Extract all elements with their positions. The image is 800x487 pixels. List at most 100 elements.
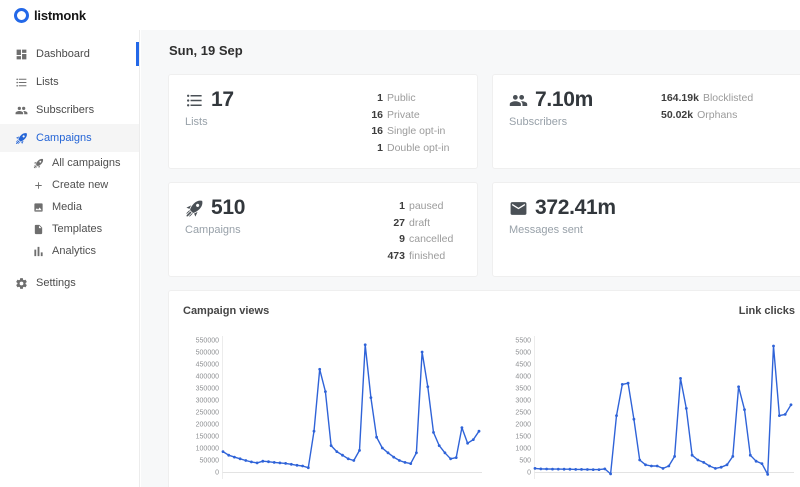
campaigns-card: 510 Campaigns 1 paused 27 draft 9 cancelled… bbox=[168, 182, 478, 277]
link-clicks-chart: Link clicks 5500 5000 4500 4000 3500 3000 2500… bbox=[495, 305, 795, 487]
stat-value: 1 bbox=[377, 141, 383, 154]
svg-text:0: 0 bbox=[527, 470, 531, 477]
lists-breakdown: 1 Public 16 Private 16 Single opt-in 1 Doubl… bbox=[371, 88, 461, 155]
svg-text:150000: 150000 bbox=[196, 434, 219, 441]
subscribers-summary: 7.10m Subscribers bbox=[509, 88, 593, 155]
svg-text:4000: 4000 bbox=[515, 374, 531, 381]
subscribers-card-label: Subscribers bbox=[509, 116, 568, 128]
svg-text:400000: 400000 bbox=[196, 374, 219, 381]
sidebar-item-media[interactable]: Media bbox=[0, 196, 139, 218]
svg-text:3000: 3000 bbox=[515, 398, 531, 405]
stat-label: finished bbox=[409, 249, 446, 262]
svg-text:300000: 300000 bbox=[196, 398, 219, 405]
rocket-icon bbox=[185, 199, 204, 218]
sidebar-item-dashboard[interactable]: Dashboard bbox=[0, 40, 139, 68]
sidebar-item-label: Dashboard bbox=[36, 48, 90, 60]
sidebar-item-campaigns[interactable]: Campaigns bbox=[0, 124, 139, 152]
listmonk-logo[interactable]: listmonk bbox=[14, 7, 86, 23]
stat-label: Single opt-in bbox=[387, 125, 446, 137]
sidebar-item-subscribers[interactable]: Subscribers bbox=[0, 96, 139, 124]
sidebar-item-label: Create new bbox=[52, 179, 109, 191]
stat-label: Private bbox=[387, 108, 420, 121]
subscribers-icon bbox=[15, 104, 28, 117]
svg-text:250000: 250000 bbox=[196, 410, 219, 417]
stat-row: 473 finished bbox=[387, 248, 461, 265]
subscribers-count: 7.10m bbox=[535, 88, 594, 111]
stat-row: 16 Single opt-in bbox=[371, 123, 461, 140]
svg-text:3500: 3500 bbox=[515, 386, 531, 393]
sidebar-item-label: Analytics bbox=[52, 245, 97, 257]
stat-value: 16 bbox=[371, 108, 383, 121]
campaigns-count: 510 bbox=[211, 196, 246, 219]
lists-icon bbox=[15, 76, 28, 89]
svg-text:500: 500 bbox=[519, 458, 531, 465]
svg-text:550000: 550000 bbox=[196, 338, 219, 345]
plus-icon bbox=[33, 180, 44, 191]
svg-text:50000: 50000 bbox=[200, 458, 220, 465]
svg-text:5000: 5000 bbox=[515, 350, 531, 357]
sidebar-item-create-new[interactable]: Create new bbox=[0, 174, 139, 196]
sidebar-item-all-campaigns[interactable]: All campaigns bbox=[0, 152, 139, 174]
lists-count: 17 bbox=[211, 88, 234, 111]
svg-text:450000: 450000 bbox=[196, 362, 219, 369]
messages-count: 372.41m bbox=[535, 196, 616, 219]
stat-value: 50.02k bbox=[661, 108, 694, 121]
stat-value: 9 bbox=[399, 233, 405, 245]
stat-row: 1 Double opt-in bbox=[371, 140, 461, 157]
lists-card: 17 Lists 1 Public 16 Private 16 Single opt-… bbox=[168, 74, 478, 169]
link-clicks-title: Link clicks bbox=[738, 305, 795, 317]
sidebar-item-settings[interactable]: Settings bbox=[0, 269, 139, 297]
campaign-views-chart: Campaign views 550000 500000 450000 400000 3… bbox=[183, 305, 489, 487]
lists-icon bbox=[185, 91, 204, 110]
stat-value: 473 bbox=[387, 249, 405, 262]
stat-label: cancelled bbox=[409, 233, 454, 245]
stat-row: 50.02k Orphans bbox=[661, 107, 800, 124]
sidebar-item-analytics[interactable]: Analytics bbox=[0, 240, 139, 262]
stat-value: 1 bbox=[377, 92, 383, 104]
stat-label: Orphans bbox=[697, 108, 738, 121]
rocket-icon bbox=[15, 132, 28, 145]
svg-text:350000: 350000 bbox=[196, 386, 219, 393]
svg-text:500000: 500000 bbox=[196, 350, 219, 357]
stat-label: Public bbox=[387, 92, 416, 104]
sidebar-item-templates[interactable]: Templates bbox=[0, 218, 139, 240]
gear-icon bbox=[15, 277, 28, 290]
sidebar: Dashboard Lists Subscribers Campaigns Al… bbox=[0, 30, 140, 487]
stat-value: 27 bbox=[393, 216, 405, 229]
messages-summary: 372.41m Messages sent bbox=[509, 196, 616, 263]
svg-text:100000: 100000 bbox=[196, 446, 219, 453]
campaigns-card-label: Campaigns bbox=[185, 224, 241, 236]
sidebar-item-label: Templates bbox=[52, 223, 103, 235]
lists-summary: 17 Lists bbox=[185, 88, 234, 155]
file-icon bbox=[33, 224, 44, 235]
stat-value: 16 bbox=[371, 125, 383, 137]
sidebar-item-label: Media bbox=[52, 201, 82, 213]
dashboard-icon bbox=[15, 48, 28, 61]
campaigns-breakdown: 1 paused 27 draft 9 cancelled 473 finished bbox=[387, 196, 461, 263]
stat-row: 16 Private bbox=[371, 107, 461, 124]
bar-chart-icon bbox=[33, 246, 44, 257]
rocket-icon bbox=[33, 158, 44, 169]
link-clicks-line-chart: 5500500045004000350030002500200015001000… bbox=[515, 336, 794, 479]
campaign-views-title: Campaign views bbox=[183, 305, 270, 317]
svg-text:2500: 2500 bbox=[515, 410, 531, 417]
svg-text:1500: 1500 bbox=[515, 434, 531, 441]
lists-card-label: Lists bbox=[185, 116, 208, 128]
sidebar-item-label: All campaigns bbox=[52, 157, 121, 169]
campaigns-summary: 510 Campaigns bbox=[185, 196, 245, 263]
sidebar-item-label: Settings bbox=[36, 277, 76, 289]
dashboard-main: Sun, 19 Sep 17 Lists 1 Public 16 Private 1… bbox=[141, 30, 800, 487]
date-heading: Sun, 19 Sep bbox=[169, 43, 243, 58]
sidebar-item-label: Lists bbox=[36, 76, 59, 88]
brand-name: listmonk bbox=[34, 7, 86, 23]
topbar: listmonk bbox=[0, 0, 800, 30]
sidebar-item-lists[interactable]: Lists bbox=[0, 68, 139, 96]
subscribers-icon bbox=[509, 91, 528, 110]
stat-label: paused bbox=[409, 200, 444, 212]
stat-value: 164.19k bbox=[661, 92, 699, 104]
svg-text:2000: 2000 bbox=[515, 422, 531, 429]
svg-text:200000: 200000 bbox=[196, 422, 219, 429]
stat-row: 164.19k Blocklisted bbox=[661, 90, 800, 107]
stat-row: 1 Public bbox=[371, 90, 461, 107]
listmonk-logo-icon bbox=[14, 7, 29, 23]
